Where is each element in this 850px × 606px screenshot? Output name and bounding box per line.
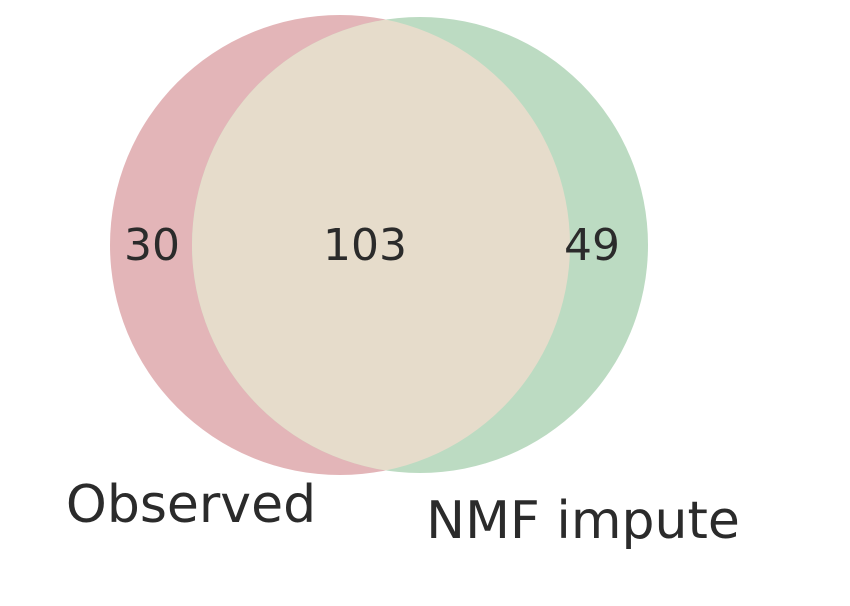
set-b-only-count: 49 <box>564 220 620 271</box>
intersection-count: 103 <box>323 220 407 271</box>
intersection-region <box>192 17 570 473</box>
set-a-label: Observed <box>66 475 316 535</box>
set-a-only-count: 30 <box>124 220 180 271</box>
set-b-label: NMF impute <box>426 491 740 551</box>
